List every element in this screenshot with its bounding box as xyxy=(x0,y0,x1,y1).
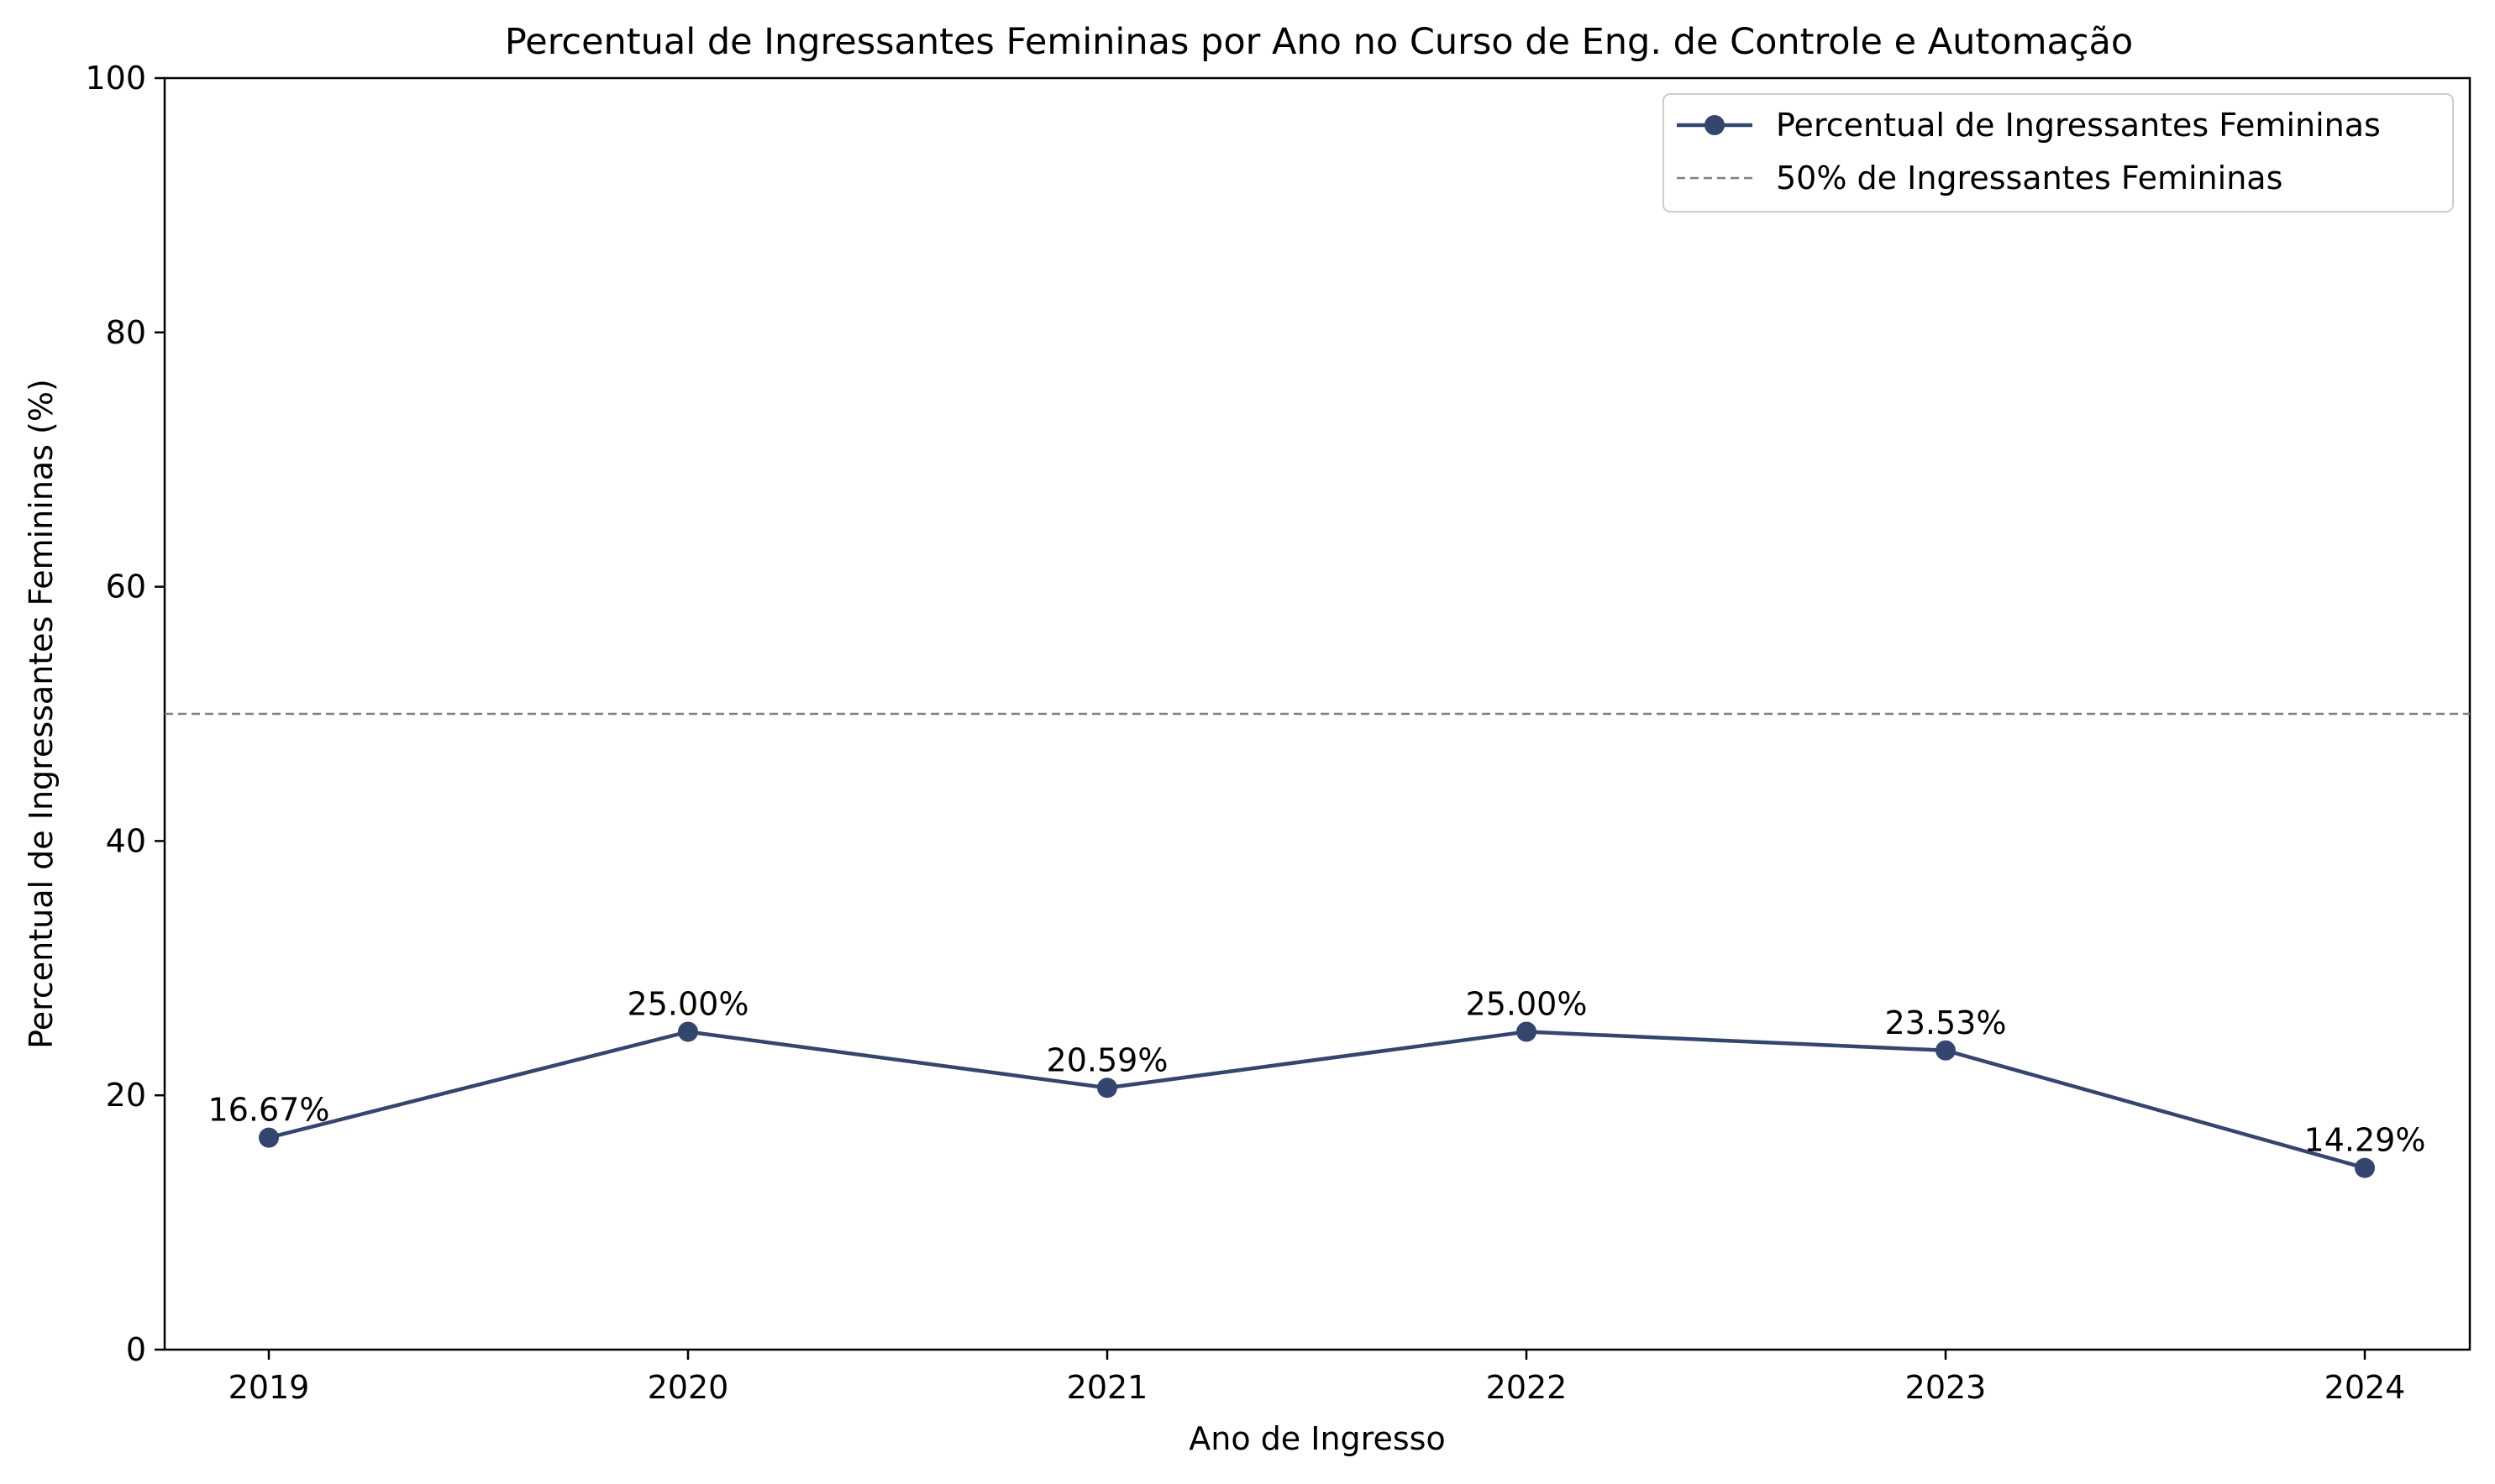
x-tick-label: 2023 xyxy=(1905,1369,1987,1406)
x-axis-title: Ano de Ingresso xyxy=(1189,1420,1445,1457)
series-line xyxy=(268,1030,2366,1170)
y-tick-label: 40 xyxy=(106,822,146,859)
data-labels: 16.67% 25.00% 20.59% 25.00% 23.53% 14.29% xyxy=(208,986,2426,1159)
y-tick-label: 60 xyxy=(106,569,146,606)
data-label: 23.53% xyxy=(1885,1004,2007,1041)
x-tick-label: 2019 xyxy=(228,1369,310,1406)
data-point xyxy=(2355,1157,2375,1178)
x-tick-label: 2024 xyxy=(2324,1369,2406,1406)
series-markers xyxy=(259,1021,2375,1178)
x-tick-label: 2020 xyxy=(648,1369,729,1406)
legend: Percentual de Ingressantes Femininas 50%… xyxy=(1662,93,2454,212)
y-tick-label: 80 xyxy=(106,314,146,351)
legend-reference-label: 50% de Ingressantes Femininas xyxy=(1776,160,2282,197)
legend-box xyxy=(1662,93,2454,212)
y-axis-title: Percentual de Ingressantes Femininas (%) xyxy=(23,379,60,1049)
data-label: 25.00% xyxy=(1466,986,1588,1023)
plot-area xyxy=(163,76,2471,1351)
data-point xyxy=(1097,1078,1117,1099)
x-tick-label: 2022 xyxy=(1486,1369,1568,1406)
data-point xyxy=(1516,1021,1536,1042)
data-label: 20.59% xyxy=(1047,1041,1169,1078)
x-axis: 2019 2020 2021 2022 2023 2024 xyxy=(228,1350,2406,1406)
y-tick-label: 0 xyxy=(126,1331,146,1368)
data-point xyxy=(678,1021,698,1042)
data-label: 25.00% xyxy=(628,986,749,1023)
data-point xyxy=(259,1127,279,1148)
data-point xyxy=(1936,1040,1956,1061)
x-tick-label: 2021 xyxy=(1067,1369,1148,1406)
y-axis: 0 20 40 60 80 100 xyxy=(85,60,165,1368)
y-tick-label: 20 xyxy=(106,1077,146,1114)
legend-series-label: Percentual de Ingressantes Femininas xyxy=(1776,107,2381,144)
y-tick-label: 100 xyxy=(85,60,146,97)
chart-title: Percentual de Ingressantes Femininas por… xyxy=(505,21,2133,63)
data-label: 16.67% xyxy=(208,1092,330,1129)
legend-series-marker xyxy=(1704,115,1725,135)
data-label: 14.29% xyxy=(2304,1122,2426,1159)
